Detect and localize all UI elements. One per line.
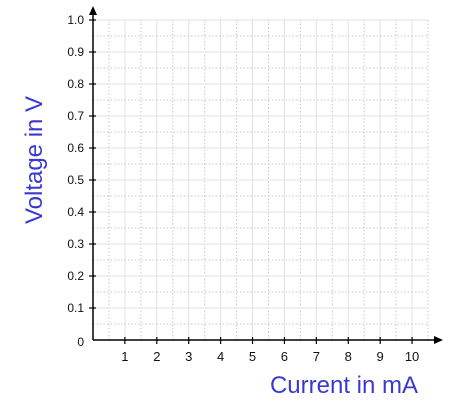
x-tick-label: 8 xyxy=(345,349,352,364)
x-tick-label: 1 xyxy=(121,349,128,364)
x-tick-label: 10 xyxy=(405,349,419,364)
x-tick-label: 6 xyxy=(281,349,288,364)
y-tick-label: 0.7 xyxy=(67,109,84,123)
y-axis-arrow xyxy=(89,6,97,15)
y-axis-label: Voltage in V xyxy=(21,96,48,224)
y-tick-label: 1.0 xyxy=(67,13,84,27)
axis-layer xyxy=(89,6,443,344)
x-tick-label: 7 xyxy=(313,349,320,364)
y-tick-label: 0.5 xyxy=(67,173,84,187)
y-tick-label: 0.9 xyxy=(67,45,84,59)
x-tick-label: 3 xyxy=(185,349,192,364)
x-tick-label: 4 xyxy=(217,349,224,364)
x-tick-label: 5 xyxy=(249,349,256,364)
y-tick-label: 0.6 xyxy=(67,141,84,155)
origin-label: 0 xyxy=(77,335,84,349)
y-tick-label: 0.1 xyxy=(67,301,84,315)
y-tick-label: 0.8 xyxy=(67,77,84,91)
x-tick-label: 9 xyxy=(377,349,384,364)
x-axis-arrow xyxy=(434,336,443,344)
x-axis-label: Current in mA xyxy=(270,372,418,399)
y-tick-label: 0.2 xyxy=(67,269,84,283)
tick-label-layer: 1 2 3 4 5 6 7 8 9 10 0.1 0.2 0.3 0.4 0.5 0.6 0.7 0.8 0.9 1.… xyxy=(67,13,419,364)
grid-layer xyxy=(93,19,429,340)
y-tick-label: 0.4 xyxy=(67,205,84,219)
x-tick-label: 2 xyxy=(153,349,160,364)
y-tick-label: 0.3 xyxy=(67,237,84,251)
